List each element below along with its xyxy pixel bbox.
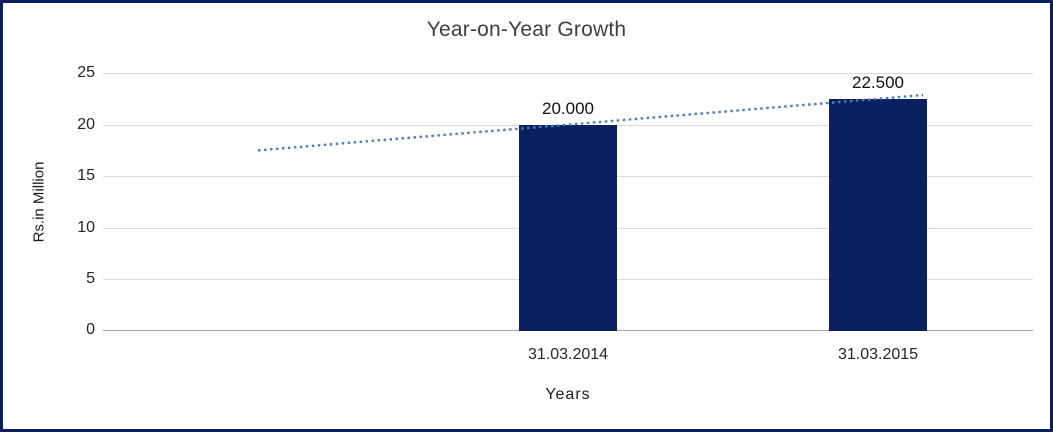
y-tick-label: 15 <box>77 167 95 184</box>
bar-value-label: 20.000 <box>542 98 594 118</box>
trendline <box>257 93 924 152</box>
bar <box>519 124 617 331</box>
bar-value-label: 22.500 <box>852 72 904 92</box>
y-tick-label: 5 <box>86 270 95 287</box>
x-category-label: 31.03.2014 <box>527 346 609 363</box>
x-category-label: 31.03.2015 <box>837 346 919 363</box>
chart-title: Year-on-Year Growth <box>426 18 627 41</box>
y-tick-label: 10 <box>77 219 95 236</box>
gridline <box>103 73 1033 74</box>
y-tick-label: 20 <box>77 116 95 133</box>
plot-area: 20.000 22.500 <box>103 73 1033 331</box>
x-axis-title: Years <box>545 386 591 403</box>
y-tick-label: 25 <box>77 64 95 81</box>
bar <box>829 98 927 331</box>
y-tick-label: 0 <box>86 321 95 338</box>
